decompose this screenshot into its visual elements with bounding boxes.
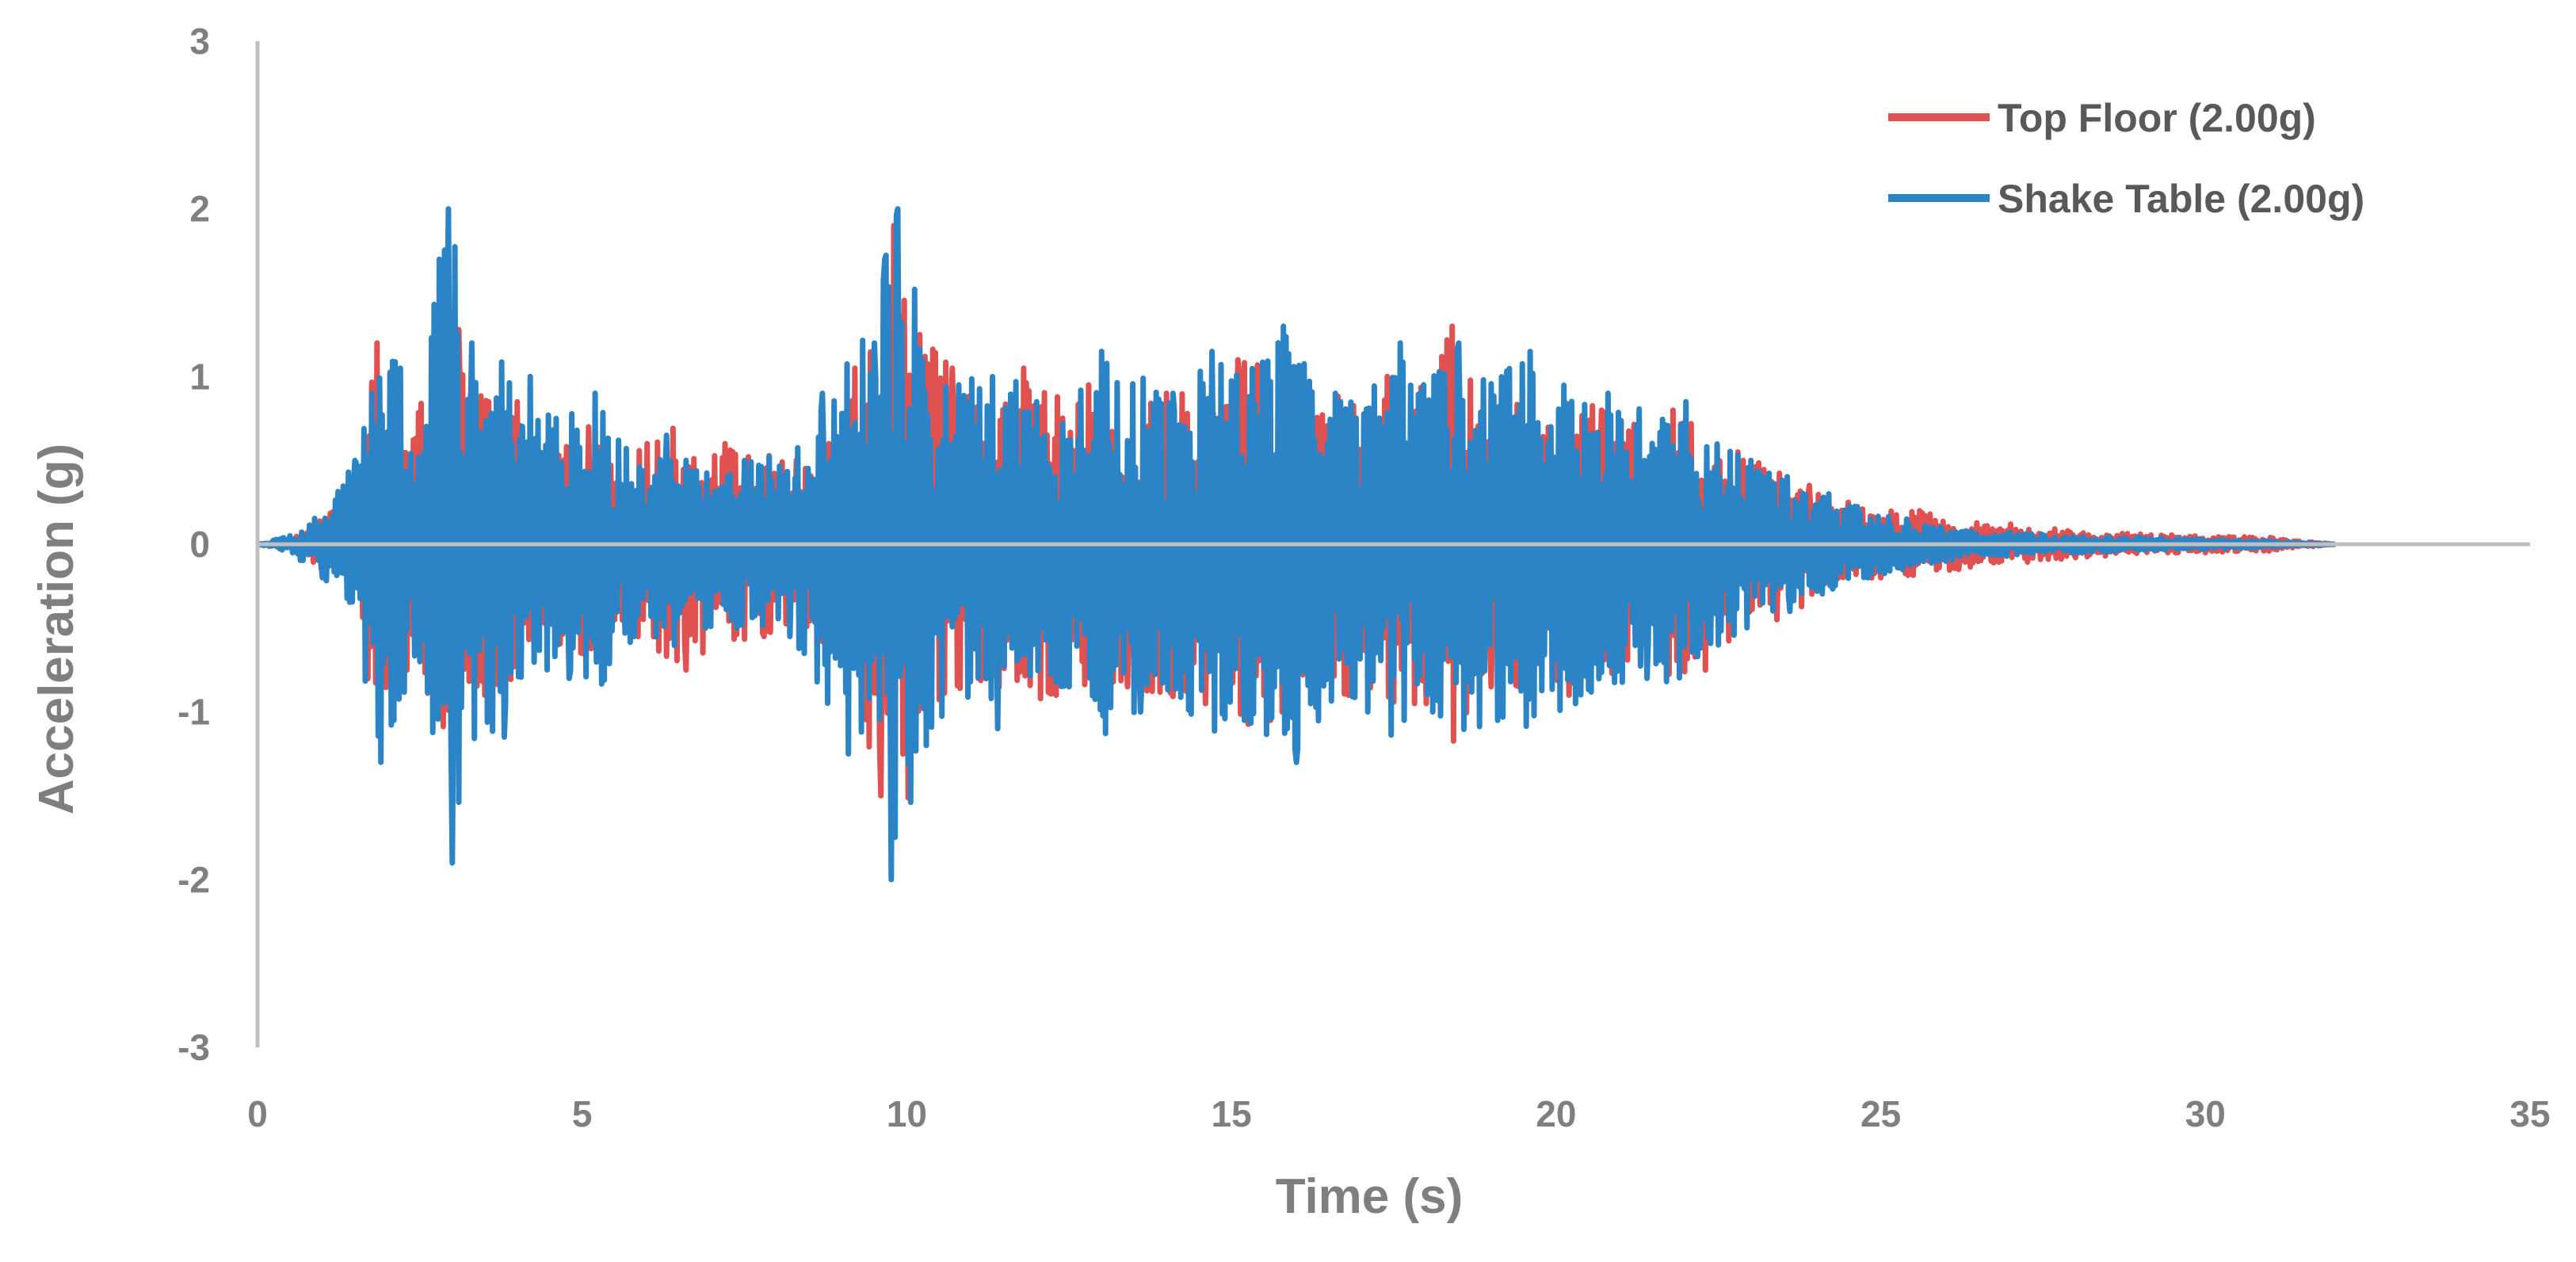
legend-label-shake-table: Shake Table (2.00g) <box>1998 177 2364 221</box>
x-tick-label: 0 <box>247 1093 268 1134</box>
y-tick-label: 3 <box>189 21 210 62</box>
x-tick-label: 5 <box>572 1093 593 1134</box>
legend: Top Floor (2.00g) Shake Table (2.00g) <box>1888 96 2364 221</box>
y-tick-label: 1 <box>189 356 210 397</box>
y-tick-label: -2 <box>177 859 210 900</box>
x-axis-title: Time (s) <box>1276 1169 1464 1224</box>
x-tick-label: 20 <box>1536 1093 1576 1134</box>
x-tick-label: 35 <box>2509 1093 2550 1134</box>
series-line-shake-table <box>256 206 2337 883</box>
x-tick-label: 25 <box>1860 1093 1901 1134</box>
y-tick-label: 0 <box>189 524 210 565</box>
y-tick-label: -1 <box>177 692 210 733</box>
legend-label-top-floor: Top Floor (2.00g) <box>1998 96 2316 140</box>
x-tick-label: 10 <box>887 1093 927 1134</box>
y-tick-label: -3 <box>177 1027 210 1068</box>
x-tick-label: 30 <box>2185 1093 2226 1134</box>
x-tick-label: 15 <box>1212 1093 1252 1134</box>
y-axis-title: Acceleration (g) <box>29 444 84 815</box>
y-tick-label: 2 <box>189 189 210 230</box>
